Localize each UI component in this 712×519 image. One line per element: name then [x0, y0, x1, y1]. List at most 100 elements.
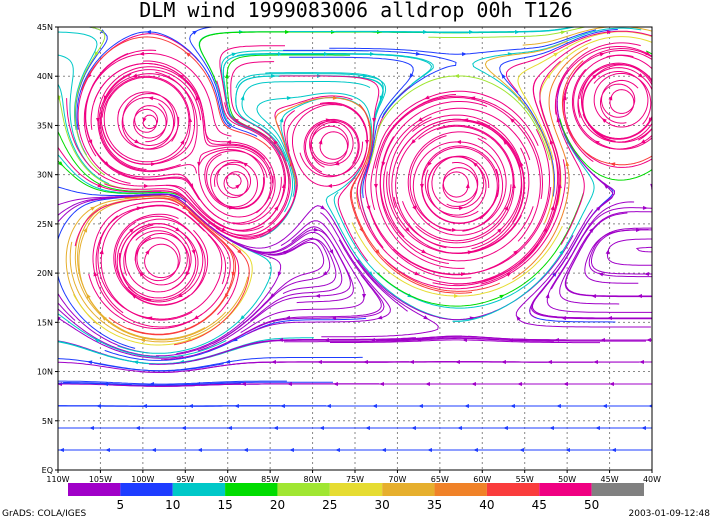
arrowhead	[42, 139, 47, 144]
arrowhead	[519, 161, 524, 167]
arrowhead	[653, 316, 658, 320]
arrowhead	[379, 95, 384, 101]
arrowhead	[195, 95, 200, 101]
arrowhead	[41, 360, 46, 364]
arrowhead	[58, 316, 61, 321]
colorbar-box	[225, 483, 278, 496]
x-tick-label: 40W	[643, 475, 661, 484]
streamline	[94, 356, 363, 372]
arrowhead	[648, 117, 652, 123]
y-tick-label: EQ	[42, 466, 53, 475]
streamline	[74, 27, 106, 176]
streamline	[58, 153, 162, 194]
arrowhead	[545, 293, 550, 299]
arrowhead	[269, 293, 275, 299]
y-tick-label: 35N	[37, 121, 53, 130]
arrowhead	[606, 30, 612, 35]
streamline	[58, 196, 150, 354]
arrowhead	[286, 96, 292, 101]
arrowhead	[147, 316, 153, 321]
arrowhead	[54, 249, 58, 254]
arrowhead	[461, 52, 467, 57]
arrowhead	[409, 73, 414, 79]
streamline	[58, 194, 166, 321]
arrowhead	[456, 140, 462, 145]
streamline	[58, 186, 187, 203]
arrowhead	[50, 404, 55, 408]
arrowhead	[233, 118, 239, 123]
arrowhead	[596, 205, 602, 211]
streamline	[101, 75, 191, 165]
streamline	[559, 50, 652, 181]
x-tick-label: 75W	[346, 475, 364, 484]
arrowhead	[140, 338, 146, 343]
arrowhead	[327, 183, 333, 188]
arrowhead	[462, 338, 468, 343]
y-tick-label: 5N	[42, 417, 53, 426]
colorbar-label: 35	[427, 498, 442, 512]
streamline	[577, 62, 652, 143]
streamline	[133, 103, 168, 143]
colorbar: 5 10 15 20 25 30 35 40 45 50	[68, 483, 644, 512]
arrowhead	[83, 227, 88, 233]
streamline	[76, 31, 232, 130]
arrowhead	[242, 162, 248, 167]
arrowhead	[148, 96, 154, 101]
axis-labels: 110W 105W 100W 95W 90W 85W 80W 75W 70W 65W 60W 55W 5…	[37, 23, 661, 484]
arrowhead	[48, 338, 53, 342]
arrowhead	[501, 73, 506, 79]
streamline	[442, 162, 479, 207]
arrowhead	[132, 73, 138, 78]
colorbar-box	[382, 483, 435, 496]
arrowhead	[369, 51, 375, 56]
arrowhead	[372, 117, 377, 123]
arrowhead	[235, 184, 241, 189]
arrowhead	[405, 227, 411, 233]
arrowhead	[334, 161, 340, 166]
streamline	[562, 50, 652, 163]
arrowhead	[52, 184, 57, 188]
arrowhead	[517, 95, 522, 101]
arrowhead	[603, 184, 609, 189]
arrowhead	[657, 161, 662, 166]
arrowhead	[177, 293, 183, 298]
arrowhead	[97, 183, 103, 188]
arrowhead	[546, 73, 551, 79]
streamline	[108, 197, 236, 336]
arrowhead	[315, 293, 321, 298]
arrowhead	[560, 30, 566, 35]
arrowhead	[423, 315, 429, 320]
arrowhead	[226, 140, 232, 145]
streamline	[531, 299, 652, 319]
arrowhead	[454, 73, 460, 78]
arrowhead	[134, 139, 140, 144]
arrowhead	[143, 184, 149, 189]
arrowhead	[231, 52, 237, 57]
arrowhead	[136, 206, 142, 211]
arrowhead	[58, 95, 61, 101]
colorbar-box	[591, 483, 644, 496]
streamline	[58, 361, 179, 373]
arrowhead	[648, 404, 652, 408]
title: DLM wind 1999083006 alldrop 00h T126	[139, 0, 572, 22]
arrowhead	[95, 117, 100, 123]
arrowhead	[277, 271, 282, 277]
arrowhead	[458, 206, 464, 211]
arrowhead	[146, 30, 152, 35]
streamline	[600, 79, 639, 124]
arrowhead	[657, 448, 662, 452]
streamline	[564, 212, 652, 298]
arrowhead	[559, 249, 564, 255]
x-tick-label: 50W	[558, 475, 576, 484]
streamlines	[41, 27, 662, 452]
arrowhead	[653, 30, 658, 34]
arrowhead	[267, 228, 273, 233]
arrowhead	[150, 162, 156, 167]
arrowhead	[86, 293, 91, 299]
streamline	[189, 27, 258, 137]
colorbar-box	[486, 483, 540, 496]
arrowhead	[45, 207, 50, 211]
colorbar-box	[172, 483, 226, 496]
arrowhead	[638, 73, 644, 78]
